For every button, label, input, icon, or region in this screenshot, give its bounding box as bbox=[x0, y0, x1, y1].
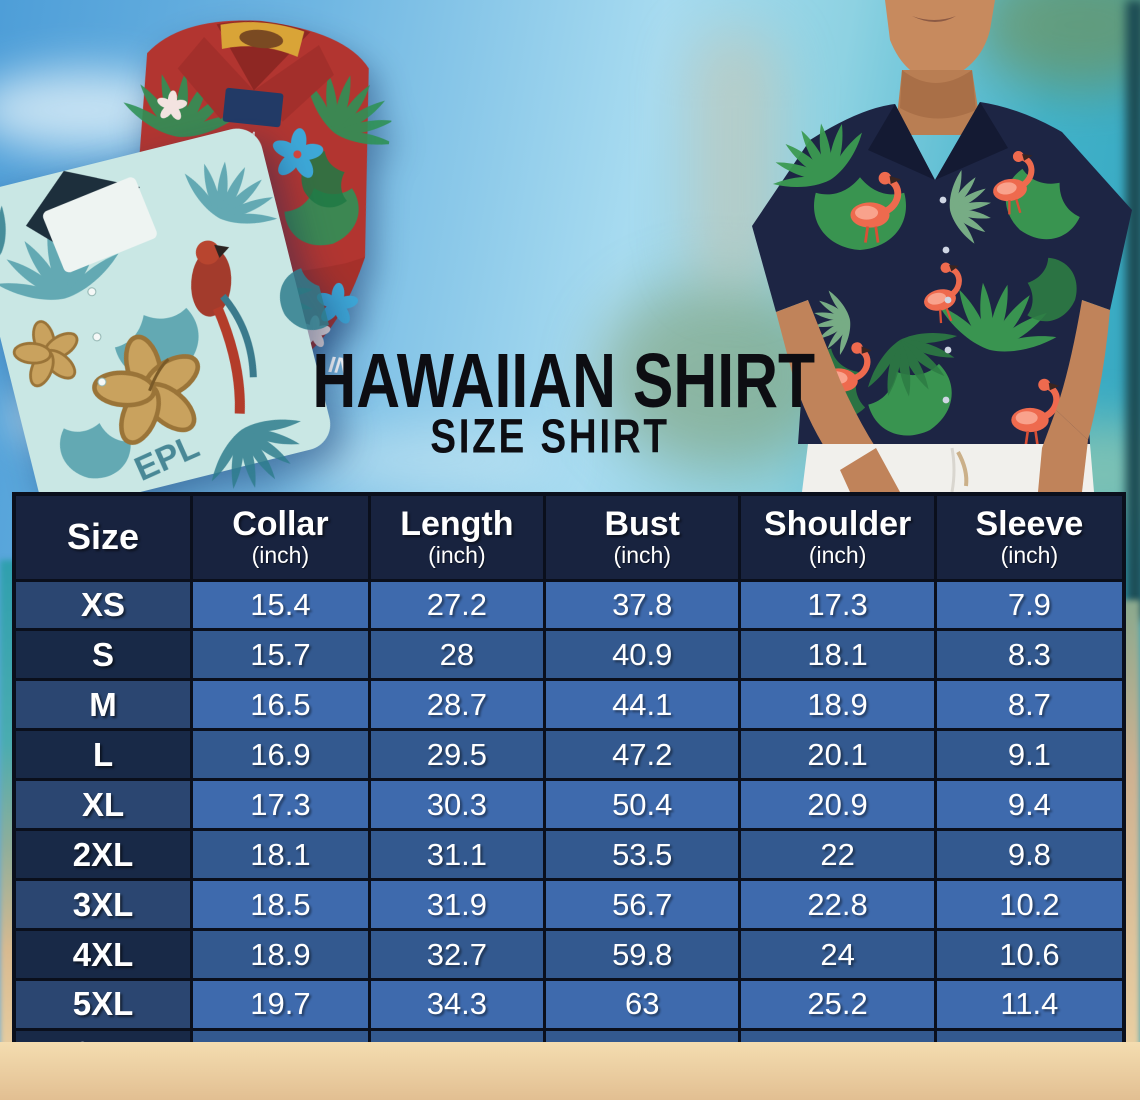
value-cell: 17.3 bbox=[190, 778, 371, 832]
value-cell: 40.9 bbox=[543, 628, 742, 682]
value-cell: 16.9 bbox=[190, 728, 371, 782]
value-cell: 63 bbox=[543, 978, 742, 1031]
value-cell: 7.9 bbox=[933, 578, 1126, 632]
folded-teal-shirt-photo: EPL bbox=[0, 128, 345, 544]
value-cell: 37.8 bbox=[543, 578, 742, 632]
column-label: Length bbox=[400, 504, 514, 543]
size-cell: 5XL bbox=[12, 978, 194, 1031]
model-right-arm bbox=[1056, 300, 1110, 440]
value-cell: 27.2 bbox=[367, 578, 547, 632]
value-cell: 44.1 bbox=[543, 678, 742, 732]
value-cell: 15.7 bbox=[190, 628, 371, 682]
value-cell: 8.3 bbox=[933, 628, 1126, 682]
table-row: 4XL 18.9 32.7 59.8 24 10.6 bbox=[12, 928, 1126, 981]
size-label bbox=[222, 87, 284, 128]
column-label: Bust bbox=[604, 504, 681, 543]
column-label: Sleeve bbox=[975, 504, 1084, 543]
value-cell: 22 bbox=[738, 828, 937, 882]
column-header: Shoulder (inch) bbox=[738, 492, 937, 582]
value-cell: 28 bbox=[367, 628, 547, 682]
column-unit: (inch) bbox=[428, 542, 486, 569]
size-cell: L bbox=[12, 728, 194, 782]
page-title: HAWAIIAN SHIRT bbox=[312, 337, 816, 424]
cloud-blur bbox=[300, 430, 560, 490]
value-cell: 18.9 bbox=[738, 678, 937, 732]
size-cell: 2XL bbox=[12, 828, 194, 882]
value-cell: 20.1 bbox=[738, 728, 937, 782]
column-header: Bust (inch) bbox=[543, 492, 742, 582]
value-cell: 56.7 bbox=[543, 878, 742, 932]
title-block: HAWAIIAN SHIRT SIZE SHIRT bbox=[280, 337, 820, 461]
column-header: Length (inch) bbox=[367, 492, 547, 582]
model-photo bbox=[752, 0, 1132, 492]
value-cell: 31.9 bbox=[367, 878, 547, 932]
column-unit: (inch) bbox=[1000, 542, 1059, 569]
value-cell: 17.3 bbox=[738, 578, 937, 632]
value-cell: 9.8 bbox=[933, 828, 1126, 882]
value-cell: 29.5 bbox=[367, 728, 547, 782]
table-row: 5XL 19.7 34.3 63 25.2 11.4 bbox=[12, 978, 1126, 1031]
value-cell: 10.6 bbox=[933, 928, 1126, 981]
palm-trunk-edge bbox=[1126, 0, 1140, 620]
table-row: 2XL 18.1 31.1 53.5 22 9.8 bbox=[12, 828, 1126, 882]
page-subtitle: SIZE SHIRT bbox=[430, 409, 670, 464]
value-cell: 15.4 bbox=[190, 578, 371, 632]
value-cell: 30.3 bbox=[367, 778, 547, 832]
value-cell: 8.7 bbox=[933, 678, 1126, 732]
value-cell: 9.4 bbox=[933, 778, 1126, 832]
value-cell: 18.1 bbox=[738, 628, 937, 682]
value-cell: 20.9 bbox=[738, 778, 937, 832]
column-unit: (inch) bbox=[808, 542, 867, 569]
column-label: Size bbox=[67, 516, 140, 558]
size-table-body: XS 15.4 27.2 37.8 17.3 7.9 S 15.7 28 40.9 18.1 8.3 M… bbox=[12, 578, 1126, 1082]
size-cell: 4XL bbox=[12, 928, 194, 981]
size-cell: S bbox=[12, 628, 194, 682]
table-row: S 15.7 28 40.9 18.1 8.3 bbox=[12, 628, 1126, 682]
column-label: Collar bbox=[232, 504, 329, 543]
value-cell: 31.1 bbox=[367, 828, 547, 882]
sand-strip bbox=[0, 1042, 1140, 1100]
table-row: M 16.5 28.7 44.1 18.9 8.7 bbox=[12, 678, 1126, 732]
value-cell: 16.5 bbox=[190, 678, 371, 732]
parrot bbox=[191, 240, 257, 414]
column-label: Shoulder bbox=[763, 504, 912, 543]
size-cell: 3XL bbox=[12, 878, 194, 932]
column-unit: (inch) bbox=[613, 542, 671, 569]
value-cell: 18.5 bbox=[190, 878, 371, 932]
value-cell: 28.7 bbox=[367, 678, 547, 732]
sleeve-logo-text: IN bbox=[327, 352, 353, 379]
model-face bbox=[875, 0, 995, 82]
value-cell: 53.5 bbox=[543, 828, 742, 882]
value-cell: 11.4 bbox=[933, 978, 1126, 1031]
model-left-arm bbox=[776, 300, 876, 470]
table-row: 3XL 18.5 31.9 56.7 22.8 10.2 bbox=[12, 878, 1126, 932]
column-unit: (inch) bbox=[251, 542, 310, 569]
value-cell: 24 bbox=[738, 928, 937, 981]
size-cell: XL bbox=[12, 778, 194, 832]
value-cell: 50.4 bbox=[543, 778, 742, 832]
table-row: XL 17.3 30.3 50.4 20.9 9.4 bbox=[12, 778, 1126, 832]
header-row: Size Collar (inch) Length (inch) Bust (inch) Sh… bbox=[12, 492, 1126, 582]
table-row: L 16.9 29.5 47.2 20.1 9.1 bbox=[12, 728, 1126, 782]
value-cell: 34.3 bbox=[367, 978, 547, 1031]
value-cell: 9.1 bbox=[933, 728, 1126, 782]
value-cell: 47.2 bbox=[543, 728, 742, 782]
size-table: Size Collar (inch) Length (inch) Bust (inch) Sh… bbox=[12, 492, 1126, 1082]
value-cell: 25.2 bbox=[738, 978, 937, 1031]
table-row: XS 15.4 27.2 37.8 17.3 7.9 bbox=[12, 578, 1126, 632]
column-header: Size bbox=[12, 492, 194, 582]
column-header: Collar (inch) bbox=[190, 492, 371, 582]
column-header: Sleeve (inch) bbox=[933, 492, 1126, 582]
size-cell: M bbox=[12, 678, 194, 732]
value-cell: 18.1 bbox=[190, 828, 371, 882]
size-cell: XS bbox=[12, 578, 194, 632]
value-cell: 32.7 bbox=[367, 928, 547, 981]
value-cell: 19.7 bbox=[190, 978, 371, 1031]
value-cell: 22.8 bbox=[738, 878, 937, 932]
chest-pocket bbox=[43, 177, 157, 273]
value-cell: 10.2 bbox=[933, 878, 1126, 932]
value-cell: 59.8 bbox=[543, 928, 742, 981]
value-cell: 18.9 bbox=[190, 928, 371, 981]
